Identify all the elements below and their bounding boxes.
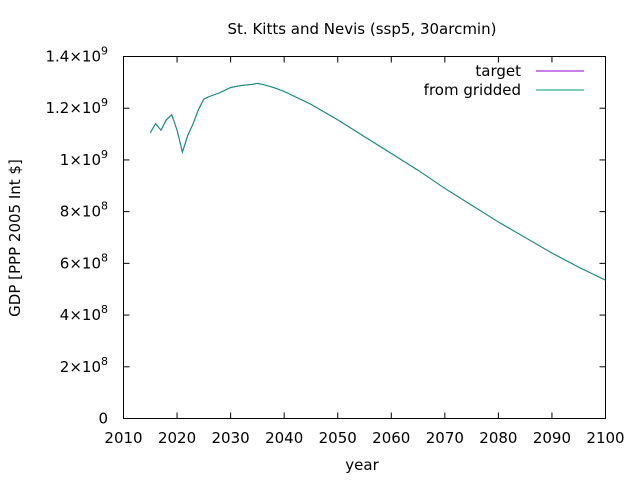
x-tick-label: 2020	[158, 429, 196, 447]
x-tick-label: 2090	[533, 429, 571, 447]
y-tick-mantissa: 4×10	[60, 306, 101, 324]
y-tick-label: 1.2×109	[45, 96, 108, 117]
legend-label: from gridded	[424, 81, 521, 99]
y-tick-mantissa: 2×10	[60, 358, 101, 376]
y-tick-label: 6×108	[60, 251, 108, 272]
x-axis: 2010 2020 2030 2040 2050 2060 2070 2080 2090 2100	[104, 56, 625, 447]
x-tick-label: 2050	[319, 429, 357, 447]
series-line-0	[149, 82, 606, 281]
x-tick-label: 2080	[479, 429, 517, 447]
y-tick-exponent: 8	[101, 251, 108, 264]
series-line-1	[149, 82, 606, 281]
y-axis-title: GDP [PPP 2005 Int $]	[6, 159, 24, 317]
chart-title: St. Kitts and Nevis (ssp5, 30arcmin)	[228, 20, 497, 38]
x-tick-label: 2060	[372, 429, 410, 447]
series-lines	[149, 82, 606, 281]
x-tick-label: 2010	[104, 429, 142, 447]
legend-label: target	[475, 62, 521, 80]
y-tick-label: 4×108	[60, 303, 108, 324]
y-tick-mantissa: 1.4×10	[45, 48, 101, 66]
y-tick-mantissa: 0	[98, 410, 108, 428]
y-tick-exponent: 8	[101, 200, 108, 213]
y-tick-exponent: 9	[101, 96, 108, 109]
y-tick-label: 8×108	[60, 200, 108, 221]
x-tick-label: 2070	[426, 429, 464, 447]
y-tick-exponent: 9	[101, 45, 108, 58]
y-tick-mantissa: 6×10	[60, 254, 101, 272]
y-tick-exponent: 8	[101, 355, 108, 368]
y-tick-mantissa: 8×10	[60, 203, 101, 221]
x-tick-label: 2040	[265, 429, 303, 447]
x-tick-label: 2030	[212, 429, 250, 447]
y-tick-mantissa: 1.2×10	[45, 99, 101, 117]
y-tick-exponent: 9	[101, 148, 108, 161]
y-tick-mantissa: 1×10	[60, 151, 101, 169]
x-tick-label: 2100	[586, 429, 624, 447]
y-tick-label: 1.4×109	[45, 45, 108, 66]
y-tick-exponent: 8	[101, 303, 108, 316]
y-tick-label: 2×108	[60, 355, 108, 376]
y-tick-label: 0	[98, 410, 108, 428]
x-axis-title: year	[345, 456, 379, 474]
plot-frame	[123, 56, 606, 419]
y-tick-label: 1×109	[60, 148, 108, 169]
